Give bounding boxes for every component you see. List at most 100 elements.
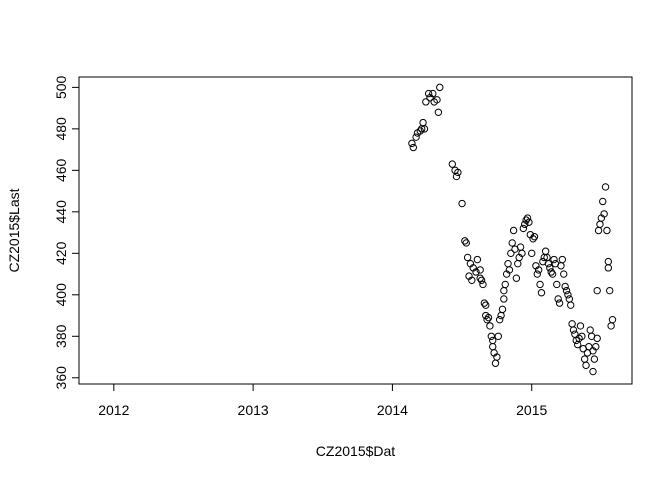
data-point [419, 118, 427, 127]
data-point [561, 282, 569, 291]
data-point [477, 276, 486, 284]
plot-frame [78, 76, 633, 385]
data-point [585, 342, 593, 351]
data-point [519, 224, 528, 233]
data-point [557, 262, 565, 270]
data-point [412, 133, 420, 141]
data-point [480, 299, 489, 307]
data-point [564, 291, 572, 299]
data-point [514, 259, 522, 268]
x-tick-label: 2014 [377, 402, 408, 418]
data-point [501, 280, 509, 289]
data-point [582, 361, 590, 370]
data-point [489, 342, 497, 351]
x-tick-label: 2013 [238, 402, 269, 418]
data-point [409, 143, 418, 152]
y-tick-label: 360 [53, 366, 69, 390]
x-tick-label: 2015 [516, 402, 547, 418]
data-point [600, 210, 608, 218]
data-point [596, 220, 604, 228]
data-point [521, 220, 529, 228]
data-point [489, 336, 497, 345]
data-point [553, 280, 561, 289]
data-point [472, 268, 480, 276]
data-point [573, 340, 582, 349]
data-point [408, 139, 416, 148]
data-point [433, 96, 441, 104]
data-point [608, 315, 617, 324]
data-point [494, 332, 502, 340]
data-point [523, 214, 532, 222]
data-point [462, 239, 470, 247]
data-point [434, 108, 443, 116]
data-point [483, 315, 491, 324]
data-point [512, 274, 521, 282]
data-point [580, 355, 589, 363]
x-tick-label: 2012 [98, 402, 129, 418]
data-point [458, 199, 466, 208]
y-tick-label: 480 [53, 117, 69, 141]
data-point [452, 172, 461, 181]
data-point [484, 313, 493, 322]
data-point [555, 299, 564, 307]
data-point [463, 253, 472, 262]
data-point [528, 249, 536, 258]
data-point [508, 239, 516, 247]
data-point [500, 295, 508, 303]
data-point [498, 305, 507, 314]
data-point [550, 255, 558, 264]
data-point [541, 247, 550, 255]
data-point [416, 127, 424, 135]
x-axis: 2012 2013 2014 2015 [98, 383, 547, 418]
data-point [468, 276, 476, 284]
data-point [604, 264, 613, 272]
data-point [603, 226, 611, 235]
data-point [530, 233, 539, 241]
data-point [554, 295, 562, 303]
x-axis-label: CZ2015$Dat [316, 443, 395, 459]
data-point [606, 286, 614, 295]
data-point [497, 311, 505, 320]
data-point [476, 274, 484, 282]
data-point [436, 83, 444, 92]
data-point [424, 89, 433, 98]
data-point [495, 315, 504, 324]
data-point [607, 322, 615, 330]
y-tick-label: 440 [53, 200, 69, 224]
data-point [589, 367, 597, 376]
data-point [544, 259, 553, 268]
data-point [601, 183, 610, 191]
data-point [461, 237, 469, 245]
data-point [562, 286, 571, 295]
y-axis: 360 380 400 420 440 460 480 500 [53, 75, 80, 390]
data-point [536, 280, 544, 289]
data-point [594, 226, 603, 235]
data-point [491, 359, 500, 367]
data-point [518, 249, 526, 258]
y-tick-label: 400 [53, 283, 69, 307]
data-point [567, 301, 575, 309]
y-axis-label: CZ2015$Last [6, 188, 22, 272]
data-point [487, 332, 496, 340]
data-point [534, 266, 543, 274]
data-point [547, 268, 555, 276]
data-point [504, 259, 512, 268]
data-point [548, 270, 557, 278]
data-point [599, 197, 607, 206]
data-point [592, 342, 600, 351]
data-point [509, 226, 518, 235]
data-point [593, 286, 601, 295]
data-point [482, 301, 490, 309]
data-point [422, 98, 430, 106]
data-point [590, 355, 599, 363]
data-point [586, 326, 594, 334]
data-point [476, 266, 484, 274]
data-point [505, 266, 514, 274]
data-point [569, 326, 578, 334]
data-point [560, 270, 568, 278]
data-point [546, 264, 554, 272]
data-point [558, 255, 567, 264]
data-point [486, 322, 494, 330]
data-point [576, 322, 585, 330]
